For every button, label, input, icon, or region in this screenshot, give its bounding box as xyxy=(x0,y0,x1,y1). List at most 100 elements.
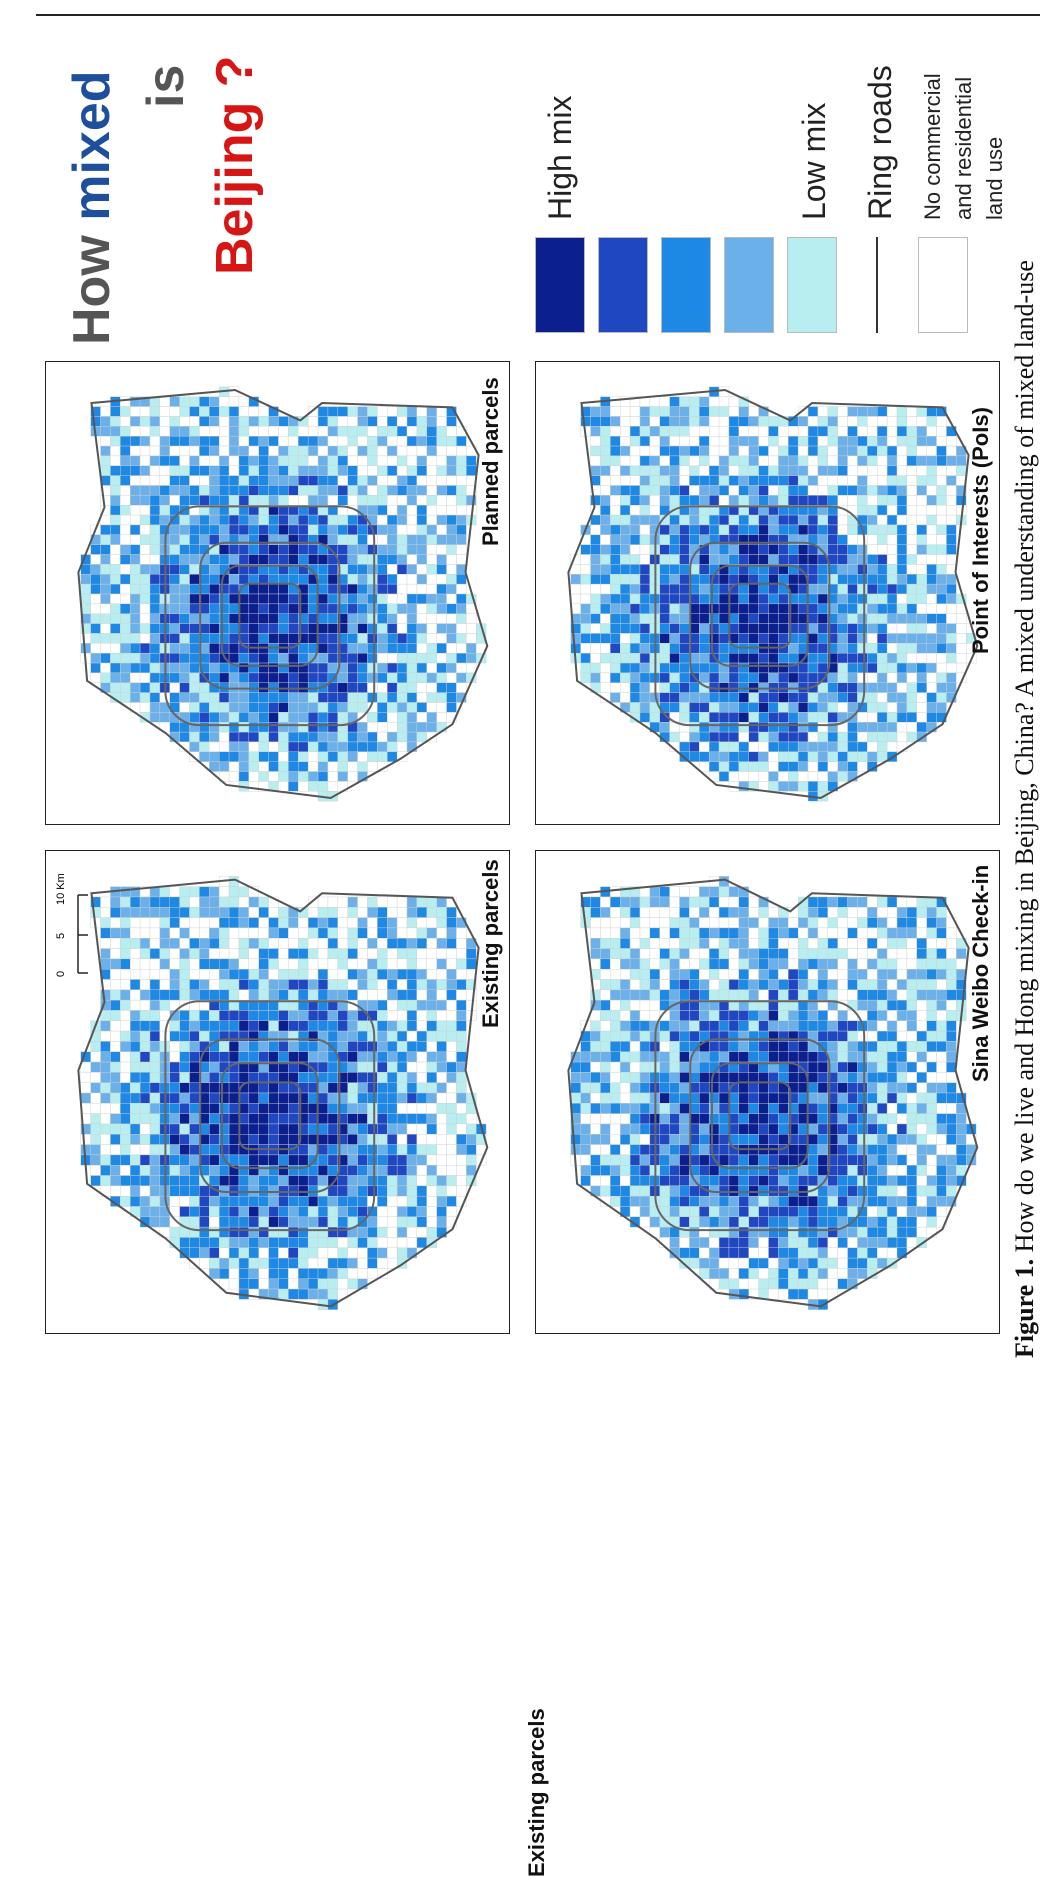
grid-cell xyxy=(416,1051,427,1063)
grid-cell xyxy=(708,524,720,536)
grid-cell xyxy=(669,1144,680,1156)
grid-cell xyxy=(699,583,710,595)
grid-cell xyxy=(689,979,700,991)
grid-cell xyxy=(620,1103,631,1114)
grid-cell xyxy=(248,1154,259,1166)
grid-cell xyxy=(228,1082,240,1094)
grid-cell xyxy=(228,1113,240,1125)
map-planned-parcels xyxy=(77,386,489,802)
grid-cell xyxy=(347,445,358,457)
grid-cell xyxy=(748,406,759,417)
grid-cell xyxy=(797,485,809,496)
grid-cell xyxy=(149,475,161,486)
grid-cell xyxy=(268,435,279,447)
grid-cell xyxy=(679,712,690,723)
grid-cell xyxy=(317,1051,329,1063)
grid-cell xyxy=(189,603,200,614)
grid-cell xyxy=(169,948,180,960)
grid-cell xyxy=(228,1010,240,1021)
grid-cell xyxy=(679,1237,690,1248)
grid-cell xyxy=(679,1092,690,1104)
grid-cell xyxy=(139,465,151,476)
grid-cell xyxy=(317,455,329,466)
grid-cell xyxy=(189,524,200,536)
grid-cell xyxy=(446,938,457,949)
grid-cell xyxy=(946,999,957,1011)
grid-cell xyxy=(337,672,348,683)
grid-cell xyxy=(778,633,789,644)
grid-cell xyxy=(590,455,601,466)
grid-cell xyxy=(728,1206,740,1218)
grid-cell xyxy=(857,968,868,980)
grid-cell xyxy=(916,979,927,991)
grid-cell xyxy=(218,731,230,743)
grid-cell xyxy=(708,968,720,980)
grid-cell xyxy=(659,554,670,565)
grid-cell xyxy=(189,948,200,960)
grid-cell xyxy=(288,1165,299,1176)
grid-cell xyxy=(179,1010,190,1021)
grid-cell xyxy=(689,722,700,733)
grid-cell xyxy=(139,979,151,991)
grid-cell xyxy=(738,1195,749,1207)
grid-cell xyxy=(130,907,141,918)
grid-cell xyxy=(738,1165,749,1176)
grid-cell xyxy=(317,564,329,575)
grid-cell xyxy=(248,662,259,674)
grid-cell xyxy=(149,1061,161,1073)
grid-cell xyxy=(406,907,418,918)
grid-cell xyxy=(679,702,690,713)
grid-cell xyxy=(728,544,740,555)
grid-cell xyxy=(797,1051,809,1063)
grid-cell xyxy=(580,1175,591,1187)
grid-cell xyxy=(817,1154,829,1166)
grid-cell xyxy=(387,999,398,1011)
grid-cell xyxy=(80,1082,91,1094)
grid-cell xyxy=(139,682,151,693)
grid-cell xyxy=(139,1020,151,1032)
grid-cell xyxy=(570,583,581,595)
grid-cell xyxy=(446,633,457,644)
grid-cell xyxy=(728,574,740,585)
grid-cell xyxy=(778,435,789,447)
grid-cell xyxy=(327,1247,339,1259)
grid-cell xyxy=(258,1123,269,1135)
grid-cell xyxy=(387,406,398,417)
grid-cell xyxy=(179,938,190,949)
grid-cell xyxy=(877,907,888,918)
grid-cell xyxy=(857,1144,868,1156)
grid-cell xyxy=(906,1030,917,1042)
grid-cell xyxy=(327,534,339,545)
grid-cell xyxy=(307,1123,319,1135)
grid-cell xyxy=(610,1165,621,1176)
grid-cell xyxy=(130,623,141,634)
grid-cell xyxy=(396,416,408,427)
grid-cell xyxy=(436,1195,447,1207)
grid-cell xyxy=(590,583,601,595)
grid-cell xyxy=(807,938,819,949)
grid-cell xyxy=(307,1175,319,1187)
grid-cell xyxy=(738,426,749,437)
grid-cell xyxy=(218,465,230,476)
grid-cell xyxy=(936,1103,947,1114)
grid-cell xyxy=(258,692,269,703)
grid-cell xyxy=(748,1268,759,1279)
grid-cell xyxy=(600,907,611,918)
grid-cell xyxy=(639,1030,651,1042)
grid-cell xyxy=(377,999,388,1011)
grid-cell xyxy=(906,948,917,960)
grid-cell xyxy=(169,682,180,693)
grid-cell xyxy=(406,455,418,466)
grid-cell xyxy=(669,672,680,683)
grid-cell xyxy=(416,1195,427,1207)
grid-cell xyxy=(228,445,240,457)
grid-cell xyxy=(728,495,740,506)
grid-cell xyxy=(669,1092,680,1104)
grid-cell xyxy=(110,485,121,496)
grid-cell xyxy=(906,1195,917,1207)
grid-cell xyxy=(120,896,131,908)
grid-cell xyxy=(699,406,710,417)
grid-cell xyxy=(100,1030,111,1042)
grid-cell xyxy=(659,1020,670,1032)
grid-cell xyxy=(426,702,437,713)
